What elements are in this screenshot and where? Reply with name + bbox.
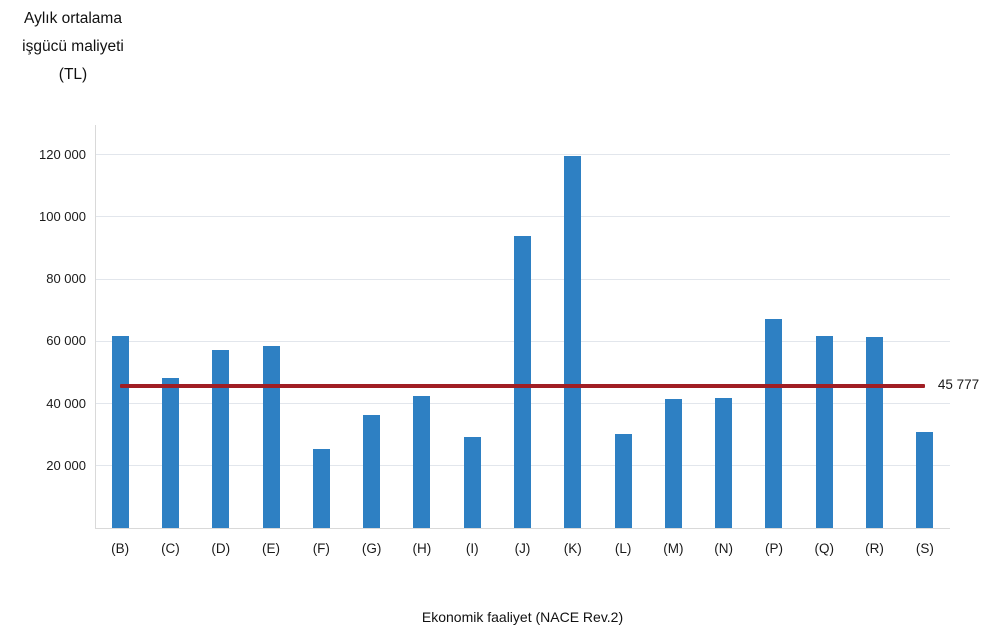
x-tick-label: (D)	[211, 541, 231, 556]
bar	[262, 346, 280, 528]
x-tick-label: (S)	[915, 541, 934, 556]
bar	[664, 398, 682, 528]
x-tick-label: (L)	[614, 541, 632, 556]
chart-title-line-1: Aylık ortalama	[24, 10, 122, 27]
chart-title: Aylık ortalama işgücü maliyeti (TL)	[8, 5, 138, 89]
x-tick-label: (J)	[514, 541, 531, 556]
x-tick-label: (C)	[161, 541, 180, 556]
average-line-label: 45 777	[937, 376, 980, 392]
bar	[614, 433, 632, 528]
bar	[212, 349, 230, 528]
x-tick-label: (E)	[262, 541, 281, 556]
bar	[866, 337, 884, 528]
bar	[564, 156, 582, 528]
x-axis-title: Ekonomik faaliyet (NACE Rev.2)	[421, 609, 624, 625]
y-gridline	[95, 216, 950, 218]
y-tick-label: 40 000	[46, 395, 86, 411]
x-tick-label: (M)	[663, 541, 684, 556]
x-axis-line	[95, 528, 950, 529]
bar	[815, 335, 833, 528]
y-tick-label: 60 000	[46, 333, 86, 349]
bar	[765, 319, 783, 528]
y-tick-label: 80 000	[46, 271, 86, 287]
x-tick-label: (F)	[312, 541, 330, 556]
y-tick-label: 100 000	[39, 208, 86, 224]
chart-title-line-2: işgücü maliyeti	[22, 38, 124, 55]
x-tick-label: (N)	[714, 541, 734, 556]
bar	[111, 336, 129, 528]
y-gridline	[95, 154, 950, 156]
bar	[312, 448, 330, 528]
x-tick-label: (G)	[361, 541, 382, 556]
x-tick-label: (P)	[764, 541, 783, 556]
average-line	[120, 383, 925, 388]
bar	[715, 398, 733, 528]
y-axis-line	[95, 125, 96, 528]
x-tick-label: (Q)	[814, 541, 835, 556]
bar	[363, 415, 381, 528]
bar	[514, 236, 531, 528]
y-tick-label: 20 000	[46, 457, 86, 473]
bar	[413, 396, 431, 528]
bar	[916, 432, 934, 528]
x-tick-label: (H)	[412, 541, 432, 556]
x-tick-label: (K)	[563, 541, 582, 556]
bar	[463, 436, 481, 528]
y-tick-label: 120 000	[39, 146, 86, 162]
x-tick-label: (B)	[111, 541, 130, 556]
x-tick-label: (I)	[465, 541, 479, 556]
x-tick-label: (R)	[865, 541, 884, 556]
chart-title-line-3: (TL)	[58, 66, 88, 83]
bar	[161, 378, 179, 528]
